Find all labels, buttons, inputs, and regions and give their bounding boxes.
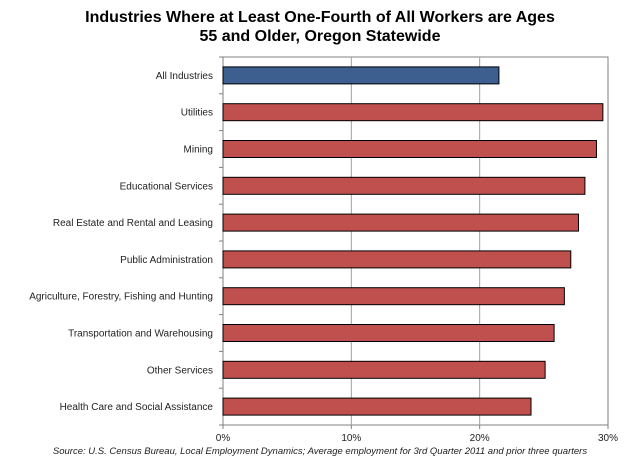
- category-label: Real Estate and Rental and Leasing: [53, 218, 213, 229]
- category-label: All Industries: [156, 71, 213, 82]
- chart-title: Industries Where at Least One-Fourth of …: [0, 8, 640, 46]
- bar: [222, 324, 555, 342]
- category-label: Educational Services: [120, 181, 213, 192]
- x-tick-label: 10%: [341, 433, 361, 444]
- category-label: Mining: [184, 145, 213, 156]
- bar: [222, 397, 532, 416]
- bar: [222, 176, 586, 195]
- category-label: Agriculture, Forestry, Fishing and Hunti…: [29, 292, 213, 303]
- category-label: Public Administration: [120, 255, 213, 266]
- category-label: Health Care and Social Assistance: [60, 402, 214, 413]
- chart-title-line-2: 55 and Older, Oregon Statewide: [199, 28, 441, 45]
- category-label: Utilities: [181, 108, 213, 119]
- category-label: Transportation and Warehousing: [68, 329, 213, 340]
- bar: [222, 103, 604, 122]
- bar: [222, 360, 546, 379]
- category-label: Other Services: [147, 365, 213, 376]
- bar: [222, 140, 597, 158]
- bar: [222, 213, 579, 232]
- chart-title-line-1: Industries Where at Least One-Fourth of …: [85, 9, 555, 26]
- x-tick-label: 20%: [470, 433, 490, 444]
- x-tick-label: 0%: [216, 433, 231, 444]
- bar: [222, 287, 565, 306]
- bar: [222, 250, 572, 269]
- x-tick-label: 30%: [598, 433, 618, 444]
- bar: [222, 66, 500, 85]
- source-note: Source: U.S. Census Bureau, Local Employ…: [52, 446, 588, 457]
